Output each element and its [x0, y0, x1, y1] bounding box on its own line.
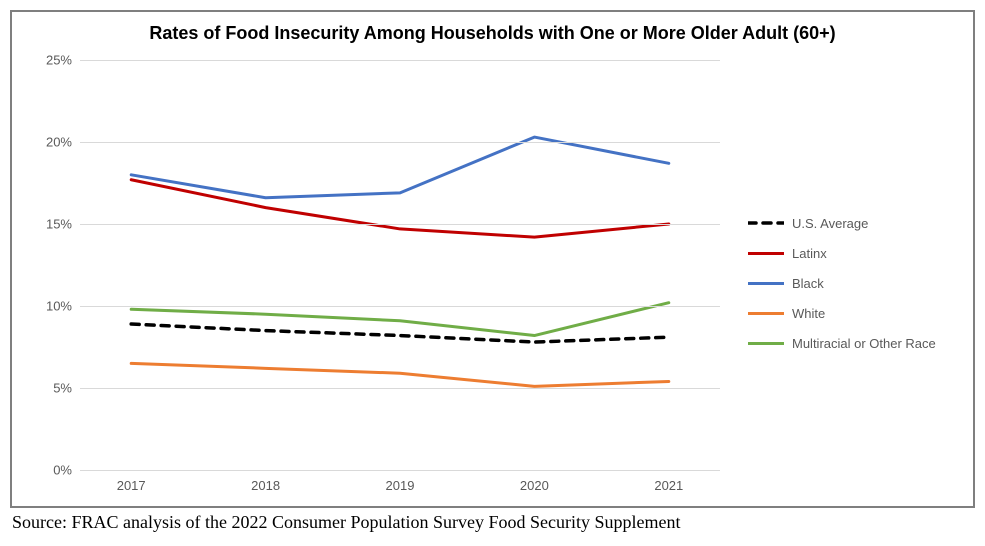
chart-title: Rates of Food Insecurity Among Household… — [10, 23, 975, 44]
legend-label: Latinx — [792, 246, 827, 261]
y-axis-label: 10% — [17, 299, 72, 314]
x-axis-label: 2018 — [251, 478, 280, 493]
legend-swatch — [748, 307, 784, 319]
y-axis-label: 25% — [17, 53, 72, 68]
legend-swatch — [748, 277, 784, 289]
y-axis-label: 15% — [17, 217, 72, 232]
legend-label: White — [792, 306, 825, 321]
figure-frame: Rates of Food Insecurity Among Household… — [0, 0, 985, 546]
legend-item-white: White — [748, 298, 963, 328]
chart-plot-area: 0%5%10%15%20%25%20172018201920202021 — [80, 60, 720, 470]
chart-legend: U.S. Average Latinx Black White Multiracial … — [748, 208, 963, 358]
legend-swatch — [748, 337, 784, 349]
source-caption: Source: FRAC analysis of the 2022 Consum… — [12, 512, 680, 533]
legend-label: Black — [792, 276, 824, 291]
y-gridline — [80, 470, 720, 471]
series-line-multiracial — [131, 303, 669, 336]
x-axis-label: 2019 — [386, 478, 415, 493]
y-gridline — [80, 224, 720, 225]
x-axis-label: 2017 — [117, 478, 146, 493]
series-line-us_average — [131, 324, 669, 342]
legend-swatch — [748, 247, 784, 259]
y-axis-label: 0% — [17, 463, 72, 478]
legend-item-black: Black — [748, 268, 963, 298]
legend-item-multiracial: Multiracial or Other Race — [748, 328, 963, 358]
y-gridline — [80, 60, 720, 61]
chart-lines — [80, 60, 720, 470]
y-gridline — [80, 142, 720, 143]
y-gridline — [80, 306, 720, 307]
y-gridline — [80, 388, 720, 389]
legend-swatch — [748, 217, 784, 229]
series-line-white — [131, 363, 669, 386]
legend-item-latinx: Latinx — [748, 238, 963, 268]
legend-label: Multiracial or Other Race — [792, 336, 936, 351]
x-axis-label: 2021 — [654, 478, 683, 493]
series-line-black — [131, 137, 669, 198]
y-axis-label: 20% — [17, 135, 72, 150]
legend-item-us_average: U.S. Average — [748, 208, 963, 238]
y-axis-label: 5% — [17, 381, 72, 396]
legend-label: U.S. Average — [792, 216, 868, 231]
x-axis-label: 2020 — [520, 478, 549, 493]
